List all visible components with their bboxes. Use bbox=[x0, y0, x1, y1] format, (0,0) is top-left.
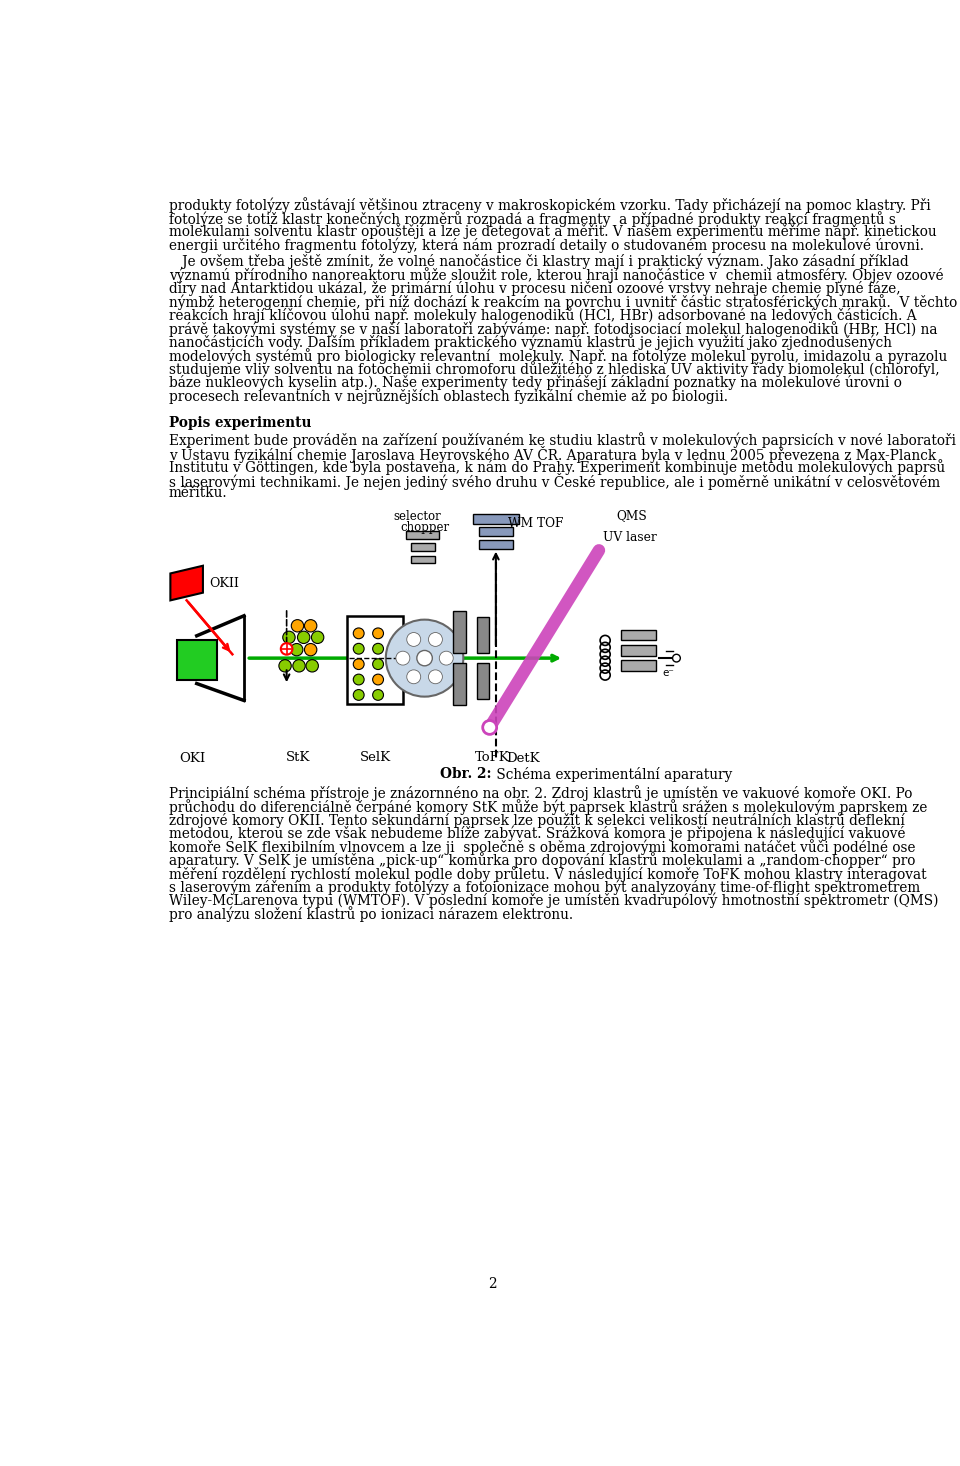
Text: OKI: OKI bbox=[180, 752, 206, 765]
Text: Schéma experimentální aparatury: Schéma experimentální aparatury bbox=[492, 768, 732, 783]
Bar bbox=[621, 629, 656, 641]
Circle shape bbox=[311, 632, 324, 644]
Circle shape bbox=[440, 651, 453, 666]
Text: e⁻: e⁻ bbox=[662, 668, 674, 679]
Bar bbox=[479, 528, 513, 537]
Bar bbox=[177, 639, 217, 680]
Text: procesech relevantních v nejrůznějších oblastech fyzikální chemie až po biologii: procesech relevantních v nejrůznějších o… bbox=[169, 388, 728, 405]
Circle shape bbox=[353, 689, 364, 701]
Circle shape bbox=[353, 658, 364, 670]
Circle shape bbox=[372, 674, 383, 685]
Text: UV laser: UV laser bbox=[603, 531, 657, 544]
Bar bbox=[453, 611, 466, 654]
Bar bbox=[411, 544, 436, 551]
Text: aparatury. V SelK je umístěna „pick-up“ komůrka pro dopování klastrů molekulami : aparatury. V SelK je umístěna „pick-up“ … bbox=[169, 853, 915, 868]
Circle shape bbox=[417, 651, 432, 666]
Text: v Ústavu fyzikální chemie Jaroslava Heyrovského AV ČR. Aparatura byla v lednu 20: v Ústavu fyzikální chemie Jaroslava Heyr… bbox=[169, 446, 936, 463]
Text: pro analýzu složení klastrů po ionizaci nárazem elektronu.: pro analýzu složení klastrů po ionizaci … bbox=[169, 906, 573, 922]
Circle shape bbox=[353, 644, 364, 654]
Text: chopper: chopper bbox=[400, 520, 449, 534]
Text: 2: 2 bbox=[488, 1277, 496, 1292]
Text: komoře SelK flexibilním vlnovcem a lze ji  společně s oběma zdrojovými komorami : komoře SelK flexibilním vlnovcem a lze j… bbox=[169, 839, 915, 855]
Text: modelových systémů pro biologicky relevantní  molekuly. Např. na fotolýze moleku: modelových systémů pro biologicky releva… bbox=[169, 347, 948, 364]
Text: Je ovšem třeba ještě zmínit, že volné nanočástice či klastry mají i praktický vý: Je ovšem třeba ještě zmínit, že volné na… bbox=[169, 254, 908, 270]
Text: Obr. 2:: Obr. 2: bbox=[440, 768, 492, 781]
Circle shape bbox=[483, 720, 496, 734]
Text: energii určitého fragmentu fotolýzy, která nám prozradí detaily o studovaném pro: energii určitého fragmentu fotolýzy, kte… bbox=[169, 237, 924, 254]
Text: báze nukleových kyselin atp.). Naše experimenty tedy přinášejí základní poznatky: báze nukleových kyselin atp.). Naše expe… bbox=[169, 375, 901, 390]
Circle shape bbox=[304, 644, 317, 655]
Text: metodou, kterou se zde však nebudeme blíže zabývat. Srážková komora je připojena: metodou, kterou se zde však nebudeme blí… bbox=[169, 825, 905, 841]
Bar bbox=[406, 531, 440, 539]
Text: DetK: DetK bbox=[506, 752, 540, 765]
Text: WM TOF: WM TOF bbox=[508, 517, 563, 531]
Circle shape bbox=[428, 670, 443, 683]
Circle shape bbox=[396, 651, 410, 666]
Text: Experiment bude prováděn na zařízení používaném ke studiu klastrů v molekulových: Experiment bude prováděn na zařízení pou… bbox=[169, 432, 956, 449]
Circle shape bbox=[291, 620, 303, 632]
Text: s laserovými technikami. Je nejen jediný svého druhu v České republice, ale i po: s laserovými technikami. Je nejen jediný… bbox=[169, 472, 940, 490]
Text: reakcích hrají klíčovou úlohu např. molekuly halogenodiků (HCl, HBr) adsorbované: reakcích hrají klíčovou úlohu např. mole… bbox=[169, 308, 917, 324]
Circle shape bbox=[386, 620, 464, 696]
Circle shape bbox=[372, 689, 383, 701]
Text: StK: StK bbox=[286, 751, 310, 764]
Text: fotolýze se totiž klastr konečných rozměrů rozpadá a fragmenty  a případné produ: fotolýze se totiž klastr konečných rozmě… bbox=[169, 211, 896, 227]
Text: ToFK: ToFK bbox=[474, 751, 510, 764]
Circle shape bbox=[283, 632, 295, 644]
Bar bbox=[621, 645, 656, 655]
Polygon shape bbox=[170, 566, 203, 601]
Text: Popis experimentu: Popis experimentu bbox=[169, 416, 311, 431]
Text: díry nad Antarktidou ukázal, že primární úlohu v procesu ničení ozoové vrstvy ne: díry nad Antarktidou ukázal, že primární… bbox=[169, 280, 900, 296]
Circle shape bbox=[407, 670, 420, 683]
Bar bbox=[411, 556, 436, 563]
Bar bbox=[479, 539, 513, 548]
Text: OKII: OKII bbox=[209, 578, 239, 589]
Text: nanočásticích vody. Dalším příkladem praktického významú klastrů je jejich využi: nanočásticích vody. Dalším příkladem pra… bbox=[169, 334, 892, 350]
Text: molekulami solventu klastr opouštějí a lze je detegovat a měřit. V našem experim: molekulami solventu klastr opouštějí a l… bbox=[169, 224, 936, 239]
Circle shape bbox=[372, 627, 383, 639]
Circle shape bbox=[306, 660, 319, 671]
Circle shape bbox=[291, 644, 303, 655]
Bar bbox=[348, 616, 403, 704]
Bar bbox=[621, 661, 656, 671]
Text: významú přírodního nanoreaktoru může sloužit role, kterou hrají nanočástice v  c: významú přírodního nanoreaktoru může slo… bbox=[169, 267, 944, 283]
Text: SelK: SelK bbox=[359, 751, 391, 764]
Circle shape bbox=[407, 632, 420, 647]
Circle shape bbox=[304, 620, 317, 632]
Bar bbox=[472, 515, 519, 525]
Text: s laserovým zářením a produkty fotolýzy a fotoionizace mohou být analyzovány tim: s laserovým zářením a produkty fotolýzy … bbox=[169, 880, 920, 896]
Circle shape bbox=[353, 627, 364, 639]
Text: nýmbž heterogenní chemie, při níž dochází k reakcím na povrchu i uvnitř částic s: nýmbž heterogenní chemie, při níž docház… bbox=[169, 295, 957, 309]
Circle shape bbox=[298, 632, 310, 644]
Circle shape bbox=[428, 632, 443, 647]
Bar bbox=[476, 663, 489, 699]
Circle shape bbox=[372, 658, 383, 670]
Text: Principiální schéma přístroje je znázornnéno na obr. 2. Zdroj klastrů je umístěn: Principiální schéma přístroje je znázorn… bbox=[169, 786, 912, 800]
Text: studujeme vliv solventu na fotochemii chromoforu důležitého z hlediska UV aktivi: studujeme vliv solventu na fotochemii ch… bbox=[169, 362, 940, 377]
Bar bbox=[453, 663, 466, 705]
Text: Institutu v Göttingen, kde byla postavena, k nám do Prahy. Experiment kombinuje : Institutu v Göttingen, kde byla postaven… bbox=[169, 459, 945, 475]
Text: selector: selector bbox=[393, 510, 441, 522]
Circle shape bbox=[281, 644, 293, 655]
Text: QMS: QMS bbox=[616, 510, 647, 522]
Text: právě takovými systémy se v naší laboratoři zabýváme: např. fotodisociací moleku: právě takovými systémy se v naší laborat… bbox=[169, 321, 937, 337]
Text: zdrojové komory OKII. Tento sekundární paprsek lze použít k selekci velikostí ne: zdrojové komory OKII. Tento sekundární p… bbox=[169, 812, 904, 828]
Text: měřítku.: měřítku. bbox=[169, 487, 228, 500]
Circle shape bbox=[372, 644, 383, 654]
Circle shape bbox=[278, 660, 291, 671]
Text: průchodu do diferenciálně čerpáné komory StK může být paprsek klastrů srážen s m: průchodu do diferenciálně čerpáné komory… bbox=[169, 799, 927, 815]
Text: produkty fotolýzy zůstávají většinou ztraceny v makroskopickém vzorku. Tady přic: produkty fotolýzy zůstávají většinou ztr… bbox=[169, 198, 930, 214]
Bar bbox=[476, 617, 489, 654]
Text: Wiley-McLarenova typu (WMTOF). V poslední komoře je umístěn kvadrupólový hmotnos: Wiley-McLarenova typu (WMTOF). V posledn… bbox=[169, 893, 938, 909]
Circle shape bbox=[293, 660, 305, 671]
Circle shape bbox=[673, 654, 681, 663]
Text: měření rozdělení rychlostí molekul podle doby průletu. V následující komoře ToFK: měření rozdělení rychlostí molekul podle… bbox=[169, 866, 926, 883]
Circle shape bbox=[353, 674, 364, 685]
